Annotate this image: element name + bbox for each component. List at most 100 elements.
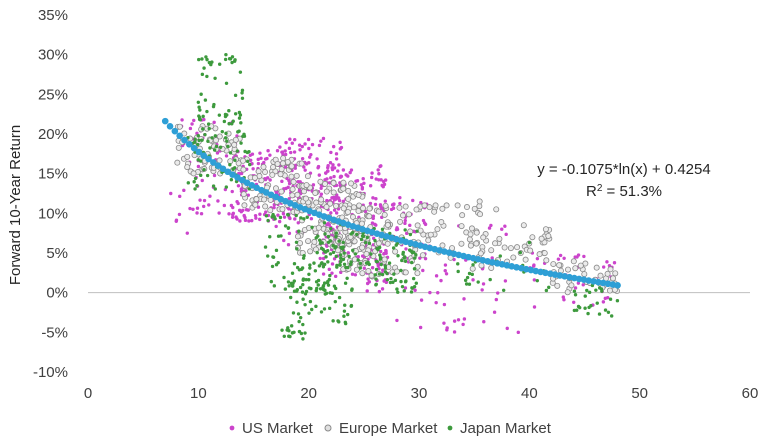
y-tick-label: 35%	[38, 7, 68, 24]
data-point	[362, 266, 366, 270]
data-point	[288, 295, 293, 300]
data-point	[198, 108, 202, 112]
data-point	[382, 202, 389, 209]
data-point	[541, 250, 548, 257]
data-point	[291, 281, 295, 286]
data-point	[465, 275, 470, 280]
data-point	[498, 254, 502, 258]
data-point	[576, 281, 581, 285]
data-point	[237, 116, 242, 120]
data-point	[400, 284, 405, 289]
data-point	[268, 178, 272, 182]
x-tick-label: 10	[190, 385, 207, 402]
data-point	[373, 238, 377, 243]
data-point	[289, 150, 293, 155]
data-point	[350, 288, 354, 292]
data-point	[292, 150, 297, 154]
trendline-point	[176, 132, 183, 140]
data-point	[195, 184, 199, 188]
data-point	[185, 231, 189, 235]
data-point	[345, 276, 349, 280]
data-point	[597, 272, 604, 279]
data-point	[279, 206, 286, 213]
data-point	[358, 220, 365, 227]
data-point	[321, 287, 326, 292]
data-point	[330, 271, 334, 275]
data-point	[280, 150, 285, 154]
data-point	[419, 200, 423, 205]
data-point	[392, 202, 396, 207]
data-point	[321, 284, 326, 288]
data-point	[206, 139, 210, 143]
data-point	[469, 265, 476, 272]
data-point	[250, 218, 254, 223]
data-point	[320, 241, 324, 245]
y-tick-label: 0%	[46, 285, 68, 302]
data-point	[196, 134, 200, 138]
y-axis-title: Forward 10-Year Return	[7, 125, 24, 285]
data-point	[227, 212, 231, 216]
y-tick-label: 10%	[38, 205, 68, 222]
data-point	[334, 254, 338, 259]
data-point	[391, 206, 396, 210]
data-point	[299, 216, 303, 220]
data-point	[274, 224, 278, 229]
data-point	[463, 204, 470, 211]
data-point	[609, 314, 614, 318]
data-point	[268, 153, 272, 157]
data-point	[380, 287, 385, 291]
data-point	[410, 286, 414, 290]
data-point	[345, 196, 352, 203]
y-tick-label: -5%	[41, 324, 68, 341]
data-point	[385, 271, 389, 276]
data-point	[328, 291, 332, 295]
data-point	[346, 265, 350, 270]
data-point	[488, 247, 495, 254]
data-point	[462, 297, 466, 301]
data-point	[303, 292, 308, 296]
data-point	[380, 183, 384, 188]
data-point	[230, 189, 234, 194]
trendline-point	[185, 140, 193, 148]
data-point	[339, 256, 343, 260]
data-point	[471, 205, 478, 212]
trendline-layer	[161, 117, 621, 289]
data-point	[322, 262, 327, 267]
data-point	[410, 250, 415, 254]
y-tick-label: 25%	[38, 86, 68, 103]
data-point	[385, 278, 390, 282]
data-point	[379, 178, 383, 182]
data-point	[449, 245, 456, 252]
data-point	[309, 152, 313, 157]
data-point	[359, 237, 364, 242]
data-point	[359, 205, 366, 212]
data-point	[317, 143, 322, 148]
data-point	[193, 187, 197, 191]
data-point	[377, 172, 381, 176]
data-point	[378, 164, 382, 169]
data-point	[401, 250, 406, 255]
data-point	[197, 115, 202, 120]
data-point	[298, 160, 305, 167]
r-squared-superscript: 2	[597, 183, 603, 194]
data-point	[199, 211, 204, 216]
data-point	[378, 256, 383, 260]
data-point	[476, 280, 480, 284]
data-point	[419, 252, 426, 259]
data-point	[606, 295, 610, 300]
data-point	[432, 202, 439, 209]
data-point	[365, 235, 370, 240]
data-point	[340, 247, 345, 251]
data-point	[349, 304, 353, 308]
data-point	[326, 165, 330, 170]
data-point	[374, 259, 379, 264]
data-point	[240, 88, 245, 93]
data-point	[581, 271, 588, 278]
data-point	[300, 144, 304, 149]
data-point	[310, 307, 314, 312]
data-point	[369, 175, 374, 180]
data-point	[338, 262, 342, 267]
data-point	[607, 266, 614, 273]
data-point	[301, 337, 305, 341]
data-point	[375, 208, 382, 215]
